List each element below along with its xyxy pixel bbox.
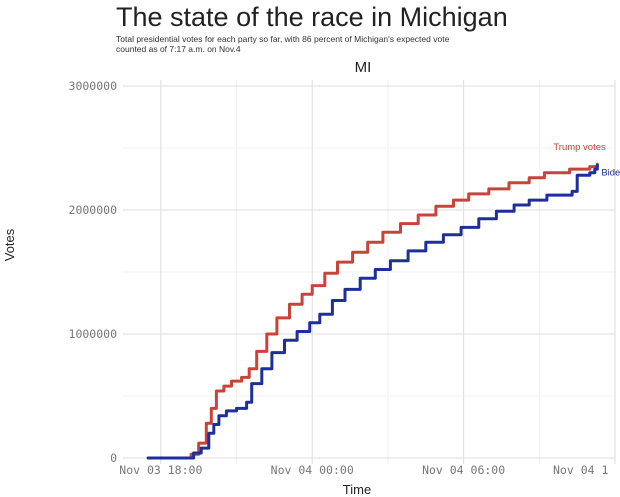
series-line <box>146 163 599 460</box>
chart-subtitle-line: Total presidential votes for each party … <box>116 34 450 44</box>
series-lines: Trump votes Biden votes <box>146 142 620 460</box>
x-axis-label: Time <box>343 482 371 497</box>
x-tick-label: Nov 04 06:00 <box>422 463 505 477</box>
chart-subtitle-line: counted as of 7:17 a.m. on Nov.4 <box>116 44 241 54</box>
y-tick-label: 2000000 <box>69 203 118 217</box>
series-line <box>146 162 599 460</box>
chart-subtitle: Total presidential votes for each party … <box>116 34 586 54</box>
plot-panel <box>123 80 615 458</box>
y-tick-label: 1000000 <box>69 327 118 341</box>
y-tick-label: 3000000 <box>69 79 118 93</box>
x-tick-label: Nov 04 1 <box>553 463 608 477</box>
y-tick-label: 0 <box>110 451 117 465</box>
chart-title: The state of the race in Michigan <box>116 2 508 32</box>
facet-label: MI <box>355 59 372 76</box>
x-tick-label: Nov 03 18:00 <box>119 463 202 477</box>
y-axis-label: Votes <box>2 228 17 261</box>
series-label-trump: Trump votes <box>553 142 606 153</box>
tick-labels: 0 1000000 2000000 3000000 Nov 03 18:00 Nov 04… <box>69 79 609 477</box>
x-tick-label: Nov 04 00:00 <box>271 463 354 477</box>
series-label-biden: Biden votes <box>601 167 620 178</box>
grid-lines <box>123 80 616 464</box>
